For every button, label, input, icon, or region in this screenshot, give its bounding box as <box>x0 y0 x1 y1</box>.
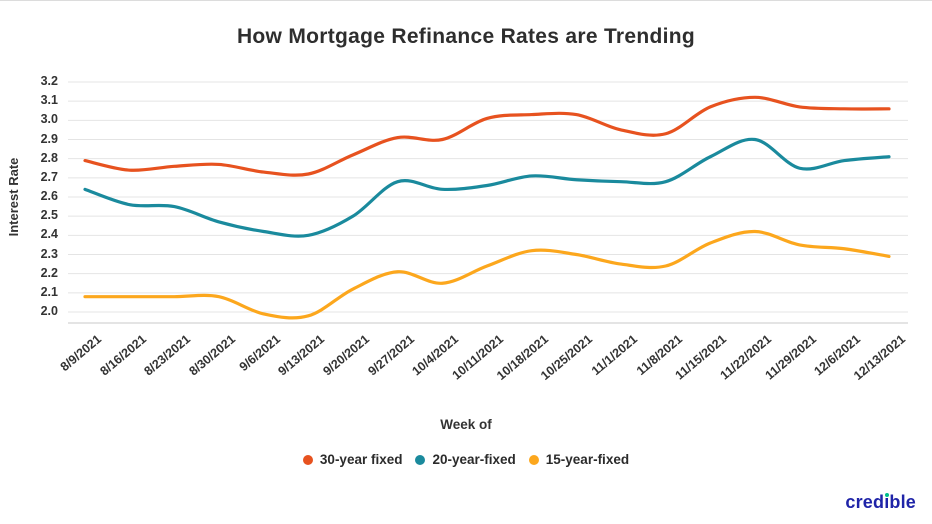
legend-item-15-year-fixed: 15-year-fixed <box>528 452 630 467</box>
legend-label-30-year: 30-year fixed <box>319 452 403 467</box>
legend-item-30-year-fixed: 30-year fixed <box>302 452 403 467</box>
legend-dot-15-year-icon <box>528 454 539 465</box>
y-tick-label: 2.2 <box>40 265 58 280</box>
logo-i-dot-icon <box>884 493 889 497</box>
credible-logo: cred ıble <box>845 492 916 512</box>
y-tick-label: 3.0 <box>40 112 58 127</box>
legend: 30-year fixed 20-year-fixed 15-year-fixe… <box>0 452 932 467</box>
y-tick-label: 2.3 <box>40 246 58 261</box>
y-tick-label: 2.0 <box>40 304 58 318</box>
series-line-15-year-fixed <box>83 229 891 320</box>
y-tick-label: 3.2 <box>40 74 58 88</box>
y-tick-label: 3.1 <box>40 93 58 108</box>
y-tick-label: 2.4 <box>40 227 58 242</box>
y-tick-label: 2.6 <box>40 189 58 203</box>
legend-label-15-year: 15-year-fixed <box>545 452 630 467</box>
legend-item-20-year-fixed: 20-year-fixed <box>415 452 516 467</box>
y-tick-label: 2.1 <box>40 284 58 299</box>
series-line-30-year-fixed <box>83 95 891 177</box>
chart-title: How Mortgage Refinance Rates are Trendin… <box>236 25 696 48</box>
y-tick-label: 2.7 <box>40 169 58 184</box>
legend-dot-20-year-icon <box>415 454 426 465</box>
x-axis-title: Week of <box>440 417 492 432</box>
legend-dot-30-year-icon <box>302 454 313 465</box>
y-tick-label: 2.8 <box>40 150 58 165</box>
y-tick-label: 2.9 <box>40 131 58 146</box>
y-tick-label: 2.5 <box>40 208 58 223</box>
series-line-20-year-fixed <box>83 137 891 238</box>
legend-label-20-year: 20-year-fixed <box>432 452 516 467</box>
top-divider <box>0 0 932 1</box>
